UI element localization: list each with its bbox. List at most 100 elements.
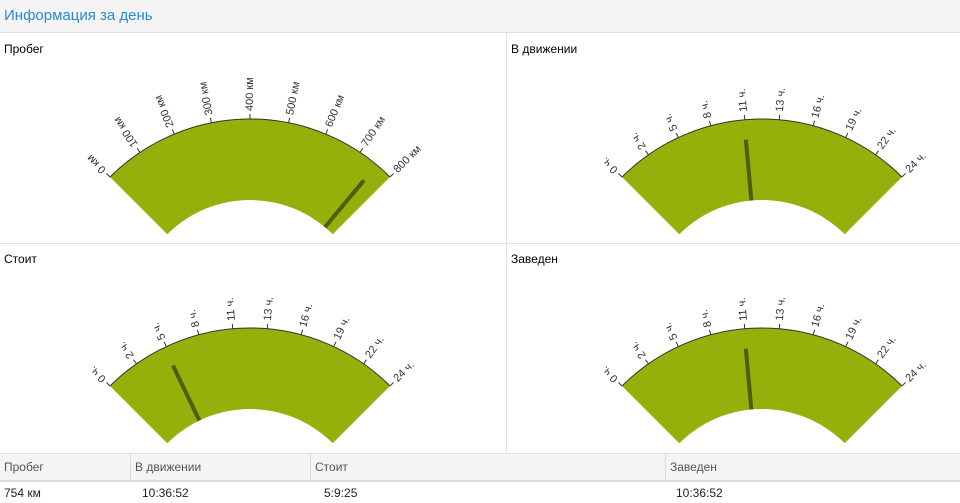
gauge-needle (743, 139, 754, 201)
gauge-tick-label: 24 ч. (903, 359, 929, 385)
gauge-tick-label: 13 ч. (262, 296, 276, 321)
cell-mileage: 754 км (4, 486, 41, 500)
gauge-tick-label: 0 ч. (599, 154, 620, 175)
gauge-band (109, 328, 391, 444)
gauge-tick (209, 117, 212, 123)
gauge-tick-label: 5 ч. (662, 321, 680, 342)
gauge-scale-arc (621, 118, 903, 178)
gauge-tick (106, 382, 111, 387)
gauge-tick-label: 16 ч. (809, 302, 827, 328)
gauge-tick (645, 150, 649, 156)
gauge-needle (323, 179, 366, 229)
gauge-title: Пробег (4, 42, 44, 56)
gauge-tick-label: 19 ч. (844, 315, 865, 342)
table-header: Пробег В движении Стоит Заведен (0, 453, 960, 482)
gauge-tick-label: 11 ч. (736, 88, 750, 112)
gauge-tick-label: 8 ч. (698, 99, 714, 119)
gauge-tick-label: 19 ч. (332, 315, 353, 342)
gauge-tick (708, 329, 712, 335)
gauge-tick (106, 173, 111, 178)
gauge-tick-label: 5 ч. (662, 112, 680, 133)
gauge-tick (333, 341, 337, 347)
gauge-tick (875, 150, 879, 156)
gauge-tick (812, 329, 816, 335)
gauge-tick (288, 117, 291, 123)
gauge-tick-label: 5 ч. (150, 321, 168, 342)
gauge-needle (171, 364, 202, 422)
gauge-tick (675, 132, 679, 138)
gauge-tick (845, 132, 849, 138)
stopped-gauge: 0 ч. 2 ч. 5 ч. 8 ч. 11 ч. 13 ч. 16 ч. 19 ч. 22 ч… (87, 296, 417, 444)
gauge-tick (845, 341, 849, 347)
gauge-tick-label: 2 ч. (629, 339, 649, 361)
gauge-tick (389, 173, 394, 178)
column-header-stopped[interactable]: Стоит (310, 454, 665, 480)
gauge-title: В движении (511, 42, 578, 56)
gauge-tick-label: 24 ч. (391, 359, 417, 385)
gauge-tick (708, 120, 712, 126)
gauge-tick-label: 0 ч. (87, 363, 108, 384)
gauge-tick-label: 11 ч. (224, 297, 238, 321)
gauge-tick-label: 16 ч. (809, 93, 827, 119)
gauge-tick-label: 0 км (85, 152, 109, 176)
gauge-tick-label: 22 ч. (875, 334, 899, 361)
gauge-band (109, 119, 391, 235)
gauge-tick-label: 19 ч. (844, 106, 865, 133)
gauge-panel-mileage: Пробег 0 км 100 км 200 км 300 км 400 км 500 к… (0, 33, 507, 244)
gauge-tick (901, 382, 906, 387)
gauge-tick-label: 22 ч. (875, 125, 899, 152)
gauge-tick (363, 359, 367, 365)
summary-table: Пробег В движении Стоит Заведен 754 км 1… (0, 453, 960, 503)
gauge-tick-label: 2 ч. (117, 339, 137, 361)
moving-gauge: 0 ч. 2 ч. 5 ч. 8 ч. 11 ч. 13 ч. 16 ч. 19 ч. 22 ч… (599, 87, 929, 235)
gauge-tick-label: 100 км (112, 114, 141, 149)
gauge-tick (136, 147, 141, 153)
gauge-tick (675, 341, 679, 347)
gauge-tick (133, 359, 137, 365)
gauge-tick (163, 341, 167, 347)
gauge-scale-arc (621, 327, 903, 387)
gauge-panel-stopped: Стоит 0 ч. 2 ч. 5 ч. 8 ч. 11 ч. 13 ч. 16 ч. 19 … (0, 243, 507, 453)
gauge-tick (875, 359, 879, 365)
gauge-tick (812, 120, 816, 126)
gauge-tick-label: 13 ч. (774, 296, 788, 321)
gauge-tick (171, 129, 175, 135)
gauge-tick-label: 400 км (244, 77, 256, 111)
cell-engine-on: 10:36:52 (676, 486, 723, 500)
gauge-tick (618, 382, 623, 387)
gauge-title: Заведен (511, 252, 558, 266)
gauge-tick-label: 500 км (284, 81, 302, 116)
engine-on-gauge: 0 ч. 2 ч. 5 ч. 8 ч. 11 ч. 13 ч. 16 ч. 19 ч. 22 ч… (599, 296, 929, 444)
gauge-title: Стоит (4, 252, 37, 266)
gauge-tick-label: 800 км (391, 143, 423, 175)
gauge-tick-label: 700 км (359, 114, 388, 149)
column-header-mileage[interactable]: Пробег (4, 460, 44, 474)
gauge-panel-engine-on: Заведен 0 ч. 2 ч. 5 ч. 8 ч. 11 ч. 13 ч. 16 ч. 1… (507, 243, 960, 453)
gauge-tick-label: 0 ч. (599, 363, 620, 384)
gauge-tick-label: 600 км (323, 93, 347, 129)
gauge-needle (743, 348, 754, 410)
page-title: Информация за день (4, 7, 153, 24)
gauge-tick (901, 173, 906, 178)
gauge-tick-label: 13 ч. (774, 87, 788, 112)
gauge-tick-label: 24 ч. (903, 150, 929, 176)
gauge-panel-moving: В движении 0 ч. 2 ч. 5 ч. 8 ч. 11 ч. 13 ч. 16 … (507, 33, 960, 244)
column-header-moving[interactable]: В движении (130, 454, 310, 480)
gauge-tick-label: 11 ч. (736, 297, 750, 321)
page-header: Информация за день (0, 0, 960, 33)
cell-stopped: 5:9:25 (324, 486, 358, 500)
cell-moving: 10:36:52 (142, 486, 189, 500)
gauge-scale-arc (109, 118, 391, 178)
column-header-engine-on[interactable]: Заведен (665, 454, 960, 480)
gauge-tick-label: 2 ч. (629, 130, 649, 152)
gauge-tick-label: 8 ч. (186, 308, 202, 328)
gauge-band (621, 328, 903, 444)
gauge-tick (645, 359, 649, 365)
gauge-tick (359, 147, 364, 153)
gauge-tick-label: 16 ч. (297, 302, 315, 328)
gauge-tick (325, 129, 329, 135)
gauge-tick-label: 22 ч. (363, 334, 387, 361)
gauge-tick (618, 173, 623, 178)
gauge-band (621, 119, 903, 235)
